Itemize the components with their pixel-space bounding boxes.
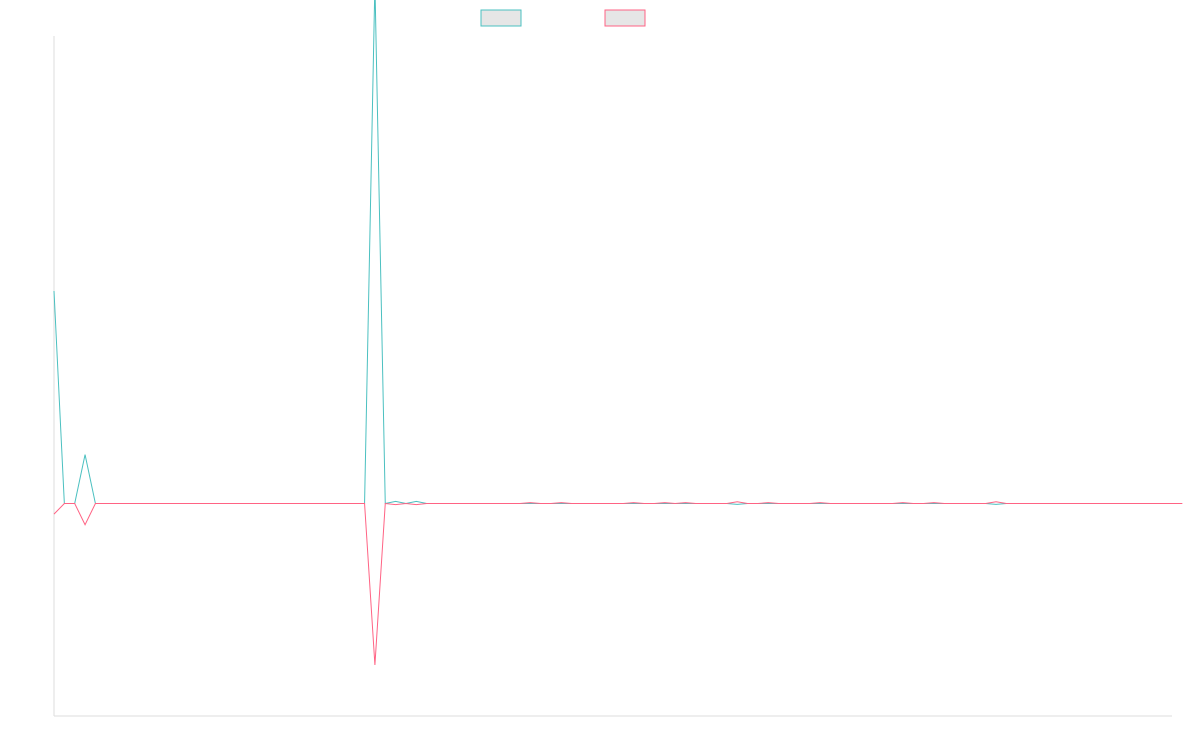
legend-swatch-2 — [604, 9, 646, 27]
legend-swatch-1 — [480, 9, 522, 27]
series-line-2 — [53, 501, 1183, 666]
series-line-1 — [53, 0, 1172, 505]
